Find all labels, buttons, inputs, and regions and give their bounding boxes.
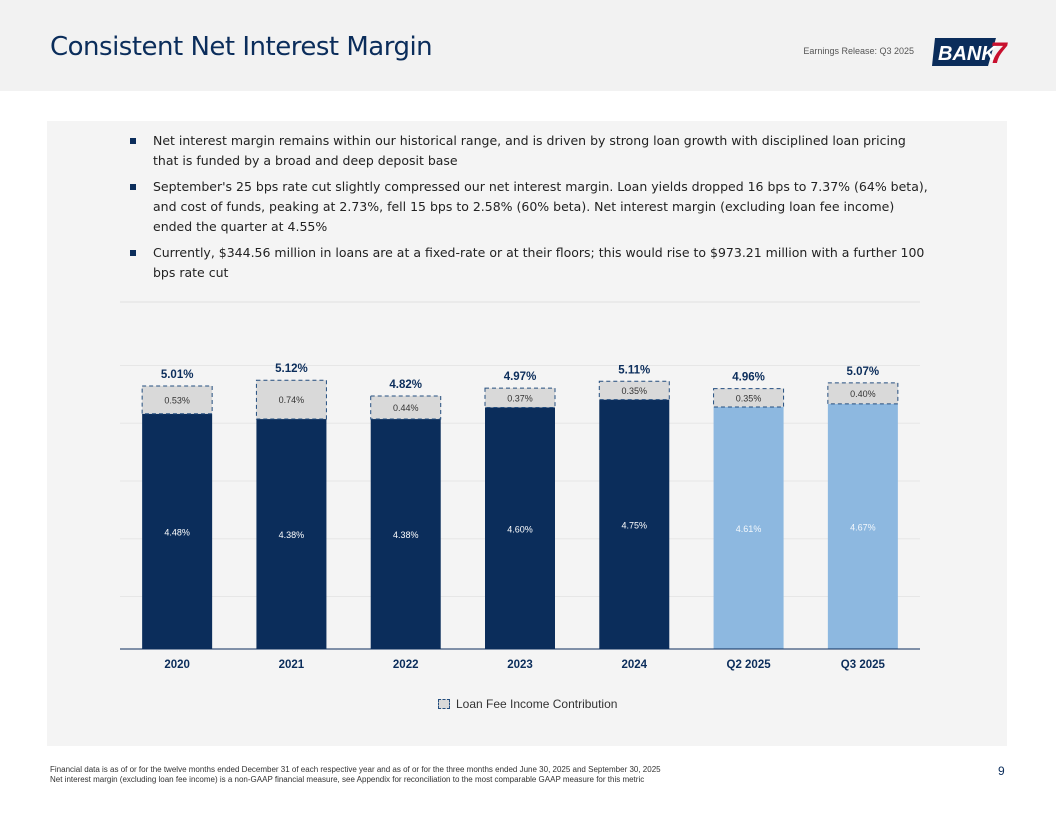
fee-value-label: 0.40% — [850, 389, 876, 399]
x-tick-label: 2022 — [393, 659, 419, 671]
total-value-label: 5.11% — [618, 364, 650, 376]
fee-value-label: 0.53% — [164, 395, 190, 405]
x-tick-label: 2021 — [279, 659, 305, 671]
header-band — [0, 0, 1056, 91]
bar-value-label: 4.60% — [507, 524, 533, 534]
x-tick-label: 2024 — [621, 659, 647, 671]
svg-text:7: 7 — [990, 37, 1008, 70]
bar-nim-excl-fees — [256, 419, 327, 649]
bar-value-label: 4.61% — [736, 524, 762, 534]
total-value-label: 5.01% — [161, 369, 194, 381]
bar-value-label: 4.67% — [850, 522, 876, 532]
bar-loan-fee-contribution — [255, 379, 327, 420]
x-tick-label: 2023 — [507, 659, 533, 671]
legend-label: Loan Fee Income Contribution — [456, 697, 618, 711]
page-number: 9 — [998, 764, 1005, 778]
fee-value-label: 0.74% — [279, 395, 305, 405]
release-label: Earnings Release: Q3 2025 — [803, 46, 914, 56]
legend-swatch-loan-fee — [438, 699, 450, 709]
page-title: Consistent Net Interest Margin — [50, 32, 433, 62]
bullet-item: September's 25 bps rate cut slightly com… — [128, 177, 928, 237]
chart-legend: Loan Fee Income Contribution — [438, 697, 617, 711]
bar-nim-excl-fees — [485, 407, 555, 649]
bar-loan-fee-contribution — [713, 388, 785, 408]
bar-nim-excl-fees — [599, 399, 670, 649]
total-value-label: 4.82% — [389, 379, 422, 391]
footnote-line: Financial data is as of or for the twelv… — [50, 765, 661, 774]
bullet-item: Net interest margin remains within our h… — [128, 131, 928, 171]
bar-value-label: 4.38% — [279, 530, 305, 540]
bar-value-label: 4.48% — [164, 527, 190, 537]
bar-loan-fee-contribution — [141, 385, 213, 415]
total-value-label: 4.96% — [732, 372, 765, 384]
total-value-label: 5.07% — [847, 366, 880, 378]
bar-loan-fee-contribution — [370, 395, 442, 420]
footnote-line: Net interest margin (excluding loan fee … — [50, 775, 645, 784]
bar-loan-fee-contribution — [484, 387, 556, 409]
bullet-item: Currently, $344.56 million in loans are … — [128, 243, 928, 283]
fee-value-label: 0.35% — [736, 393, 762, 403]
bar-value-label: 4.38% — [393, 530, 419, 540]
bar-loan-fee-contribution — [598, 380, 670, 401]
total-value-label: 5.12% — [275, 363, 308, 375]
bar-loan-fee-contribution — [827, 382, 899, 405]
x-tick-label: 2020 — [164, 659, 190, 671]
bar-nim-excl-fees — [827, 403, 898, 649]
fee-value-label: 0.37% — [507, 393, 533, 403]
fee-value-label: 0.44% — [393, 403, 419, 413]
x-tick-label: Q3 2025 — [841, 659, 886, 671]
bank7-logo: BANK 7 — [932, 37, 1008, 70]
x-tick-label: Q2 2025 — [727, 659, 772, 671]
bar-nim-excl-fees — [142, 413, 213, 649]
bar-value-label: 4.75% — [622, 520, 648, 530]
bar-nim-excl-fees — [713, 406, 784, 649]
bar-nim-excl-fees — [370, 419, 441, 649]
bullet-list: Net interest margin remains within our h… — [128, 131, 928, 289]
fee-value-label: 0.35% — [622, 386, 648, 396]
svg-text:BANK: BANK — [938, 43, 997, 65]
footnotes: Financial data is as of or for the twelv… — [50, 765, 661, 785]
total-value-label: 4.97% — [504, 371, 537, 383]
